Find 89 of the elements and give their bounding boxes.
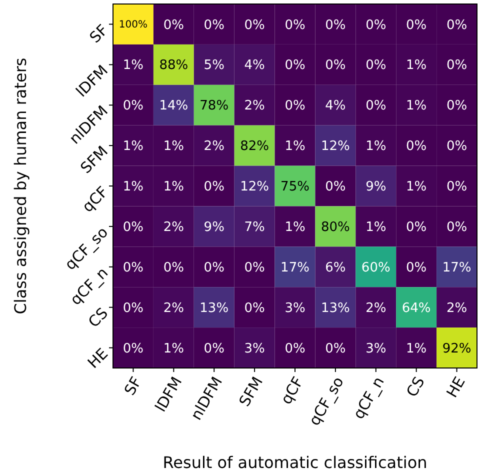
data-label: 0% bbox=[244, 18, 265, 33]
data-label: 64% bbox=[402, 300, 431, 316]
data-label: 2% bbox=[163, 300, 184, 316]
data-label: 1% bbox=[122, 58, 144, 74]
data-label: 17% bbox=[280, 260, 310, 276]
data-label: 0% bbox=[204, 180, 224, 195]
data-label: 1% bbox=[284, 220, 306, 235]
data-label: 1% bbox=[163, 341, 184, 356]
data-label: 1% bbox=[122, 139, 144, 154]
data-label: 0% bbox=[122, 260, 144, 276]
data-label: 2% bbox=[446, 300, 468, 316]
data-label: 88% bbox=[159, 58, 188, 74]
data-label: 100% bbox=[118, 20, 148, 31]
data-label: 0% bbox=[244, 300, 265, 316]
data-label: 0% bbox=[325, 341, 346, 356]
data-label: 0% bbox=[284, 98, 306, 114]
data-label: 13% bbox=[320, 300, 350, 316]
data-label: 1% bbox=[163, 180, 184, 195]
data-label: 5% bbox=[204, 58, 224, 74]
data-label: 1% bbox=[406, 180, 427, 195]
data-label: 0% bbox=[244, 260, 265, 276]
data-label: 1% bbox=[366, 139, 386, 154]
data-label: 1% bbox=[163, 139, 184, 154]
data-label: 1% bbox=[284, 139, 306, 154]
data-label: 1% bbox=[406, 58, 427, 74]
data-label: 0% bbox=[284, 58, 306, 74]
data-label: 13% bbox=[200, 300, 229, 316]
data-label: 0% bbox=[446, 58, 468, 74]
data-label: 0% bbox=[325, 180, 346, 195]
data-label: 0% bbox=[122, 300, 144, 316]
data-label: 1% bbox=[406, 98, 427, 114]
data-label: 0% bbox=[406, 139, 427, 154]
data-label: 0% bbox=[204, 260, 224, 276]
data-label: 0% bbox=[284, 18, 306, 33]
data-label: 78% bbox=[200, 98, 229, 114]
data-label: 80% bbox=[320, 220, 350, 235]
data-label: 0% bbox=[122, 220, 144, 235]
data-label: 2% bbox=[366, 300, 386, 316]
data-label: 6% bbox=[325, 260, 346, 276]
x-tick-label: SF bbox=[120, 374, 146, 398]
data-label: 3% bbox=[366, 341, 386, 356]
data-label: 0% bbox=[446, 18, 468, 33]
data-label: 0% bbox=[204, 18, 224, 33]
data-label: 0% bbox=[122, 341, 144, 356]
data-label: 60% bbox=[361, 260, 390, 276]
data-label: 0% bbox=[366, 98, 386, 114]
y-axis-title: Class assigned by human raters bbox=[11, 58, 30, 314]
y-tick-label: CS bbox=[84, 304, 112, 332]
data-label: 75% bbox=[280, 180, 310, 195]
data-label: 0% bbox=[325, 58, 346, 74]
data-label: 0% bbox=[325, 18, 346, 33]
data-label: 0% bbox=[446, 180, 468, 195]
data-label: 0% bbox=[406, 260, 427, 276]
x-tick-label: CS bbox=[402, 374, 428, 400]
data-label: 12% bbox=[320, 139, 350, 154]
x-tick-label: HE bbox=[442, 374, 469, 401]
data-label: 1% bbox=[406, 341, 427, 356]
data-label: 92% bbox=[442, 341, 472, 356]
data-label: 0% bbox=[446, 139, 468, 154]
data-label: 0% bbox=[284, 341, 306, 356]
data-label: 3% bbox=[284, 300, 306, 316]
data-label: 2% bbox=[244, 98, 265, 114]
data-label: 14% bbox=[159, 98, 188, 114]
y-tick-label: SF bbox=[86, 21, 112, 47]
data-label: 17% bbox=[442, 260, 472, 276]
y-tick-label: HE bbox=[84, 344, 112, 372]
data-label: 0% bbox=[122, 98, 144, 114]
data-label: 0% bbox=[163, 260, 184, 276]
data-label: 12% bbox=[240, 180, 270, 195]
data-label: 9% bbox=[204, 220, 224, 235]
data-label: 1% bbox=[366, 220, 386, 235]
data-label: 4% bbox=[244, 58, 265, 74]
data-label: 0% bbox=[366, 58, 386, 74]
data-label: 3% bbox=[244, 341, 265, 356]
data-label: 2% bbox=[163, 220, 184, 235]
data-label: 7% bbox=[244, 220, 265, 235]
data-label: 0% bbox=[163, 18, 184, 33]
data-label: 0% bbox=[204, 341, 224, 356]
data-label: 2% bbox=[204, 139, 224, 154]
data-label: 0% bbox=[406, 18, 427, 33]
data-label: 0% bbox=[446, 98, 468, 114]
data-label: 9% bbox=[366, 180, 386, 195]
data-label: 82% bbox=[240, 139, 270, 154]
data-label: 1% bbox=[122, 180, 144, 195]
data-label: 4% bbox=[325, 98, 346, 114]
data-label: 0% bbox=[366, 18, 386, 33]
data-label: 0% bbox=[406, 220, 427, 235]
x-axis-title: Result of automatic classification bbox=[162, 453, 428, 472]
data-label: 0% bbox=[446, 220, 468, 235]
